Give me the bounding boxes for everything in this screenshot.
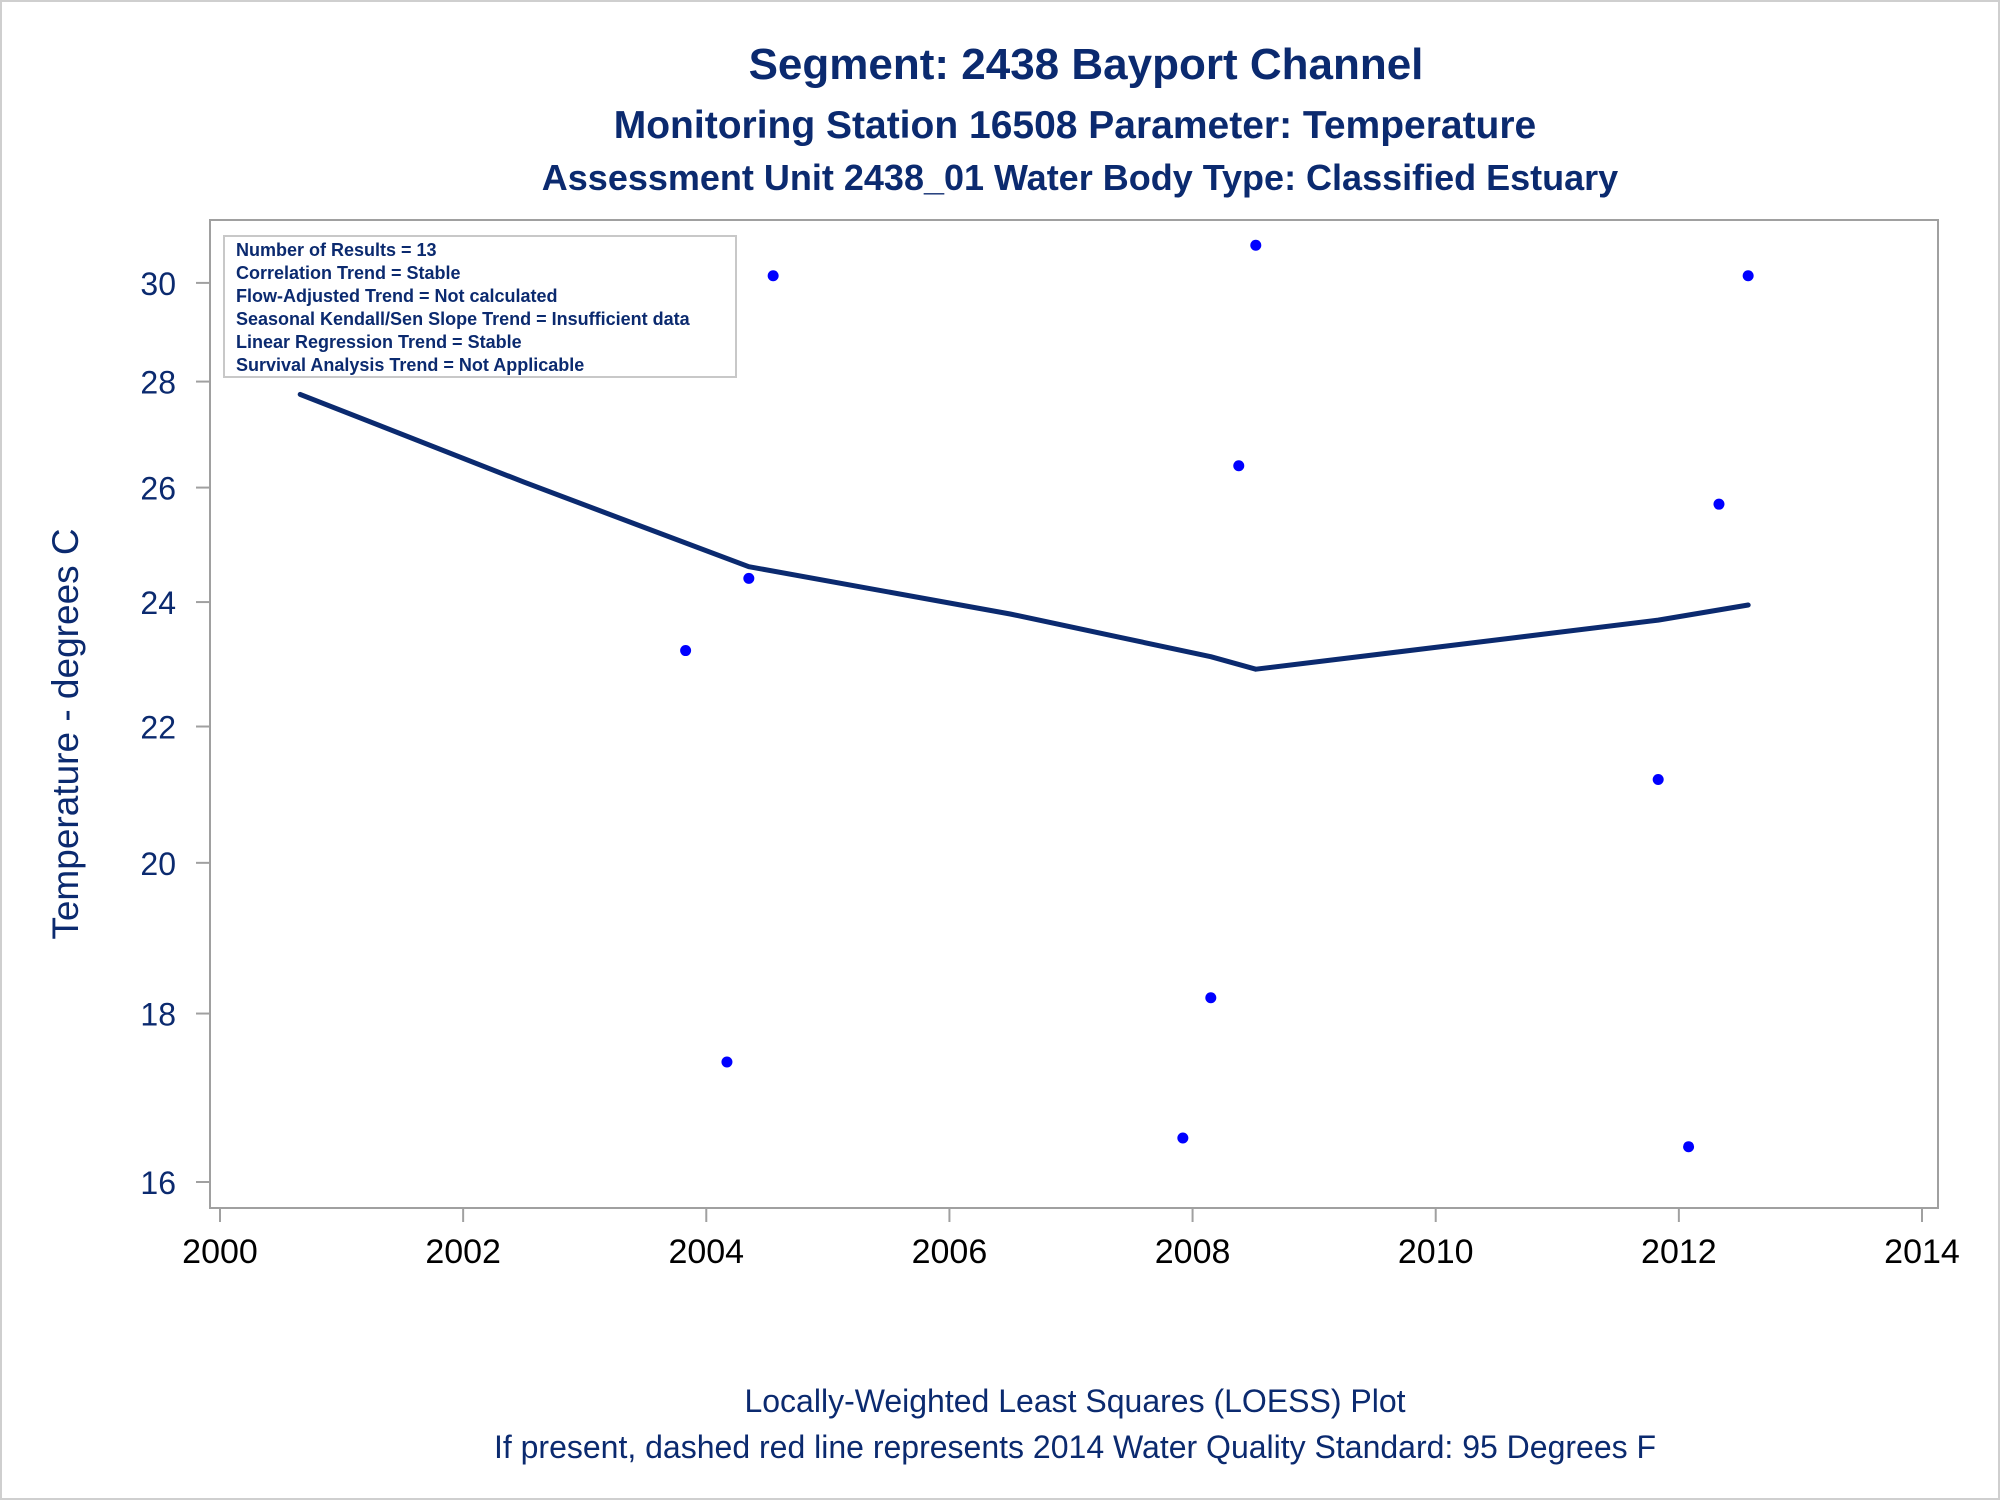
x-tick-label: 2006 [912, 1233, 988, 1271]
x-tick-label: 2008 [1155, 1233, 1231, 1271]
data-point [1683, 1141, 1695, 1153]
data-point [1652, 773, 1664, 785]
stats-line: Survival Analysis Trend = Not Applicable [236, 355, 584, 375]
x-tick-label: 2000 [182, 1233, 258, 1271]
y-tick-label: 30 [140, 266, 176, 302]
y-tick-label: 24 [140, 585, 176, 621]
x-tick-label: 2002 [425, 1233, 501, 1271]
data-point [767, 270, 779, 282]
stats-line: Number of Results = 13 [236, 240, 437, 260]
data-point [1233, 460, 1245, 472]
data-point [1205, 992, 1217, 1004]
data-point [743, 572, 755, 584]
data-point [1742, 270, 1754, 282]
plot-area [209, 219, 1939, 1209]
y-tick-label: 18 [140, 997, 176, 1033]
x-tick-label: 2014 [1884, 1233, 1960, 1271]
stats-line: Linear Regression Trend = Stable [236, 332, 522, 352]
stats-line: Correlation Trend = Stable [236, 263, 461, 283]
data-point [1713, 498, 1725, 510]
y-tick-label: 16 [140, 1165, 176, 1201]
data-point [680, 645, 692, 657]
data-point [1177, 1132, 1189, 1144]
chart-subtitle-2: Assessment Unit 2438_01 Water Body Type:… [542, 157, 1618, 198]
x-tick-label: 2010 [1398, 1233, 1474, 1271]
chart-title: Segment: 2438 Bayport Channel [749, 40, 1424, 89]
x-tick-label: 2004 [668, 1233, 744, 1271]
loess-line [297, 391, 1751, 672]
data-point [1250, 239, 1262, 251]
x-axis: 2000 2002 2004 2006 2008 2010 2012 2014 [182, 1208, 1960, 1271]
footnote-loess: Locally-Weighted Least Squares (LOESS) P… [744, 1383, 1405, 1419]
y-tick-label: 26 [140, 471, 176, 507]
points-layer [294, 239, 1754, 1153]
y-tick-label: 28 [140, 365, 176, 401]
y-tick-label: 20 [140, 846, 176, 882]
stats-box: Number of Results = 13 Correlation Trend… [223, 235, 737, 378]
y-tick-label: 22 [140, 710, 176, 746]
stats-line: Seasonal Kendall/Sen Slope Trend = Insuf… [236, 309, 691, 329]
data-point [721, 1056, 733, 1068]
stats-line: Flow-Adjusted Trend = Not calculated [236, 286, 558, 306]
x-tick-label: 2012 [1641, 1233, 1717, 1271]
stats-box-border [223, 235, 737, 378]
footnote-standard: If present, dashed red line represents 2… [494, 1429, 1656, 1465]
chart-subtitle: Monitoring Station 16508 Parameter: Temp… [614, 104, 1537, 147]
loess-layer [297, 391, 1751, 672]
y-axis-label: Temperature - degrees C [45, 528, 86, 939]
y-axis: 16 18 20 22 24 26 28 30 [140, 266, 210, 1201]
